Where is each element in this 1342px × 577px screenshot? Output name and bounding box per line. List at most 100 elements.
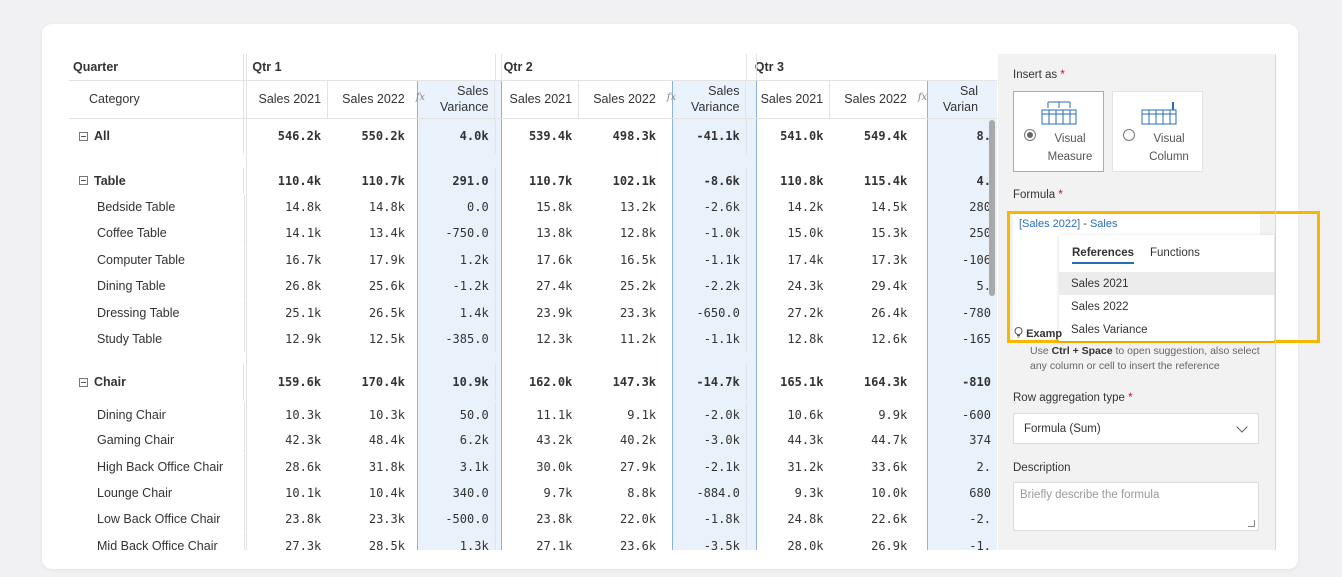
value-cell[interactable]: 26.9k	[830, 533, 914, 550]
value-cell[interactable]: 115.4k	[830, 168, 914, 193]
value-cell[interactable]: 44.7k	[830, 427, 914, 453]
value-cell[interactable]: 31.8k	[327, 454, 411, 480]
value-cell[interactable]: 17.6k	[495, 247, 579, 273]
col-header-sales-2022[interactable]: Sales 2022	[578, 80, 662, 118]
value-cell[interactable]: 29.4k	[830, 273, 914, 299]
variance-cell[interactable]: -1.1k	[662, 326, 746, 352]
col-header-sales-2022[interactable]: Sales 2022	[327, 80, 411, 118]
value-cell[interactable]: 14.8k	[244, 194, 328, 220]
suggestion-sales-2022[interactable]: Sales 2022	[1059, 295, 1274, 318]
value-cell[interactable]: 14.8k	[327, 194, 411, 220]
value-cell[interactable]: 16.5k	[578, 247, 662, 273]
row-category-cell[interactable]: Table	[69, 168, 243, 193]
value-cell[interactable]: 27.3k	[244, 533, 328, 550]
variance-cell[interactable]: -14.7k	[662, 364, 746, 400]
value-cell[interactable]: 26.5k	[327, 300, 411, 326]
value-cell[interactable]: 22.6k	[830, 506, 914, 532]
value-cell[interactable]: 110.4k	[243, 168, 327, 193]
variance-cell[interactable]: -165	[913, 326, 997, 352]
row-category-cell[interactable]: Dressing Table	[69, 300, 244, 326]
quarter-header-q3[interactable]: Qtr 3	[746, 54, 997, 80]
value-cell[interactable]: 10.3k	[327, 402, 411, 427]
variance-cell[interactable]: -2.	[913, 506, 997, 532]
variance-cell[interactable]: -1.	[913, 533, 997, 550]
value-cell[interactable]: 541.0k	[746, 118, 830, 154]
example-link[interactable]: Examp	[1014, 327, 1062, 340]
value-cell[interactable]: 9.9k	[830, 402, 914, 427]
col-header-sales-variance[interactable]: fx Sal Varian	[913, 80, 997, 118]
value-cell[interactable]: 164.3k	[830, 364, 914, 400]
variance-cell[interactable]: -3.0k	[662, 427, 746, 453]
option-visual-column[interactable]: Visual Column	[1112, 91, 1203, 172]
value-cell[interactable]: 11.1k	[495, 402, 579, 427]
variance-cell[interactable]: 1.2k	[411, 247, 495, 273]
value-cell[interactable]: 10.0k	[830, 480, 914, 506]
value-cell[interactable]: 23.8k	[495, 506, 579, 532]
variance-cell[interactable]: 6.2k	[411, 427, 495, 453]
row-category-cell[interactable]: Computer Table	[69, 247, 244, 273]
collapse-icon[interactable]	[79, 378, 88, 387]
value-cell[interactable]: 33.6k	[830, 454, 914, 480]
value-cell[interactable]: 28.6k	[244, 454, 328, 480]
variance-cell[interactable]: -3.5k	[662, 533, 746, 550]
value-cell[interactable]: 30.0k	[495, 454, 579, 480]
value-cell[interactable]: 27.1k	[495, 533, 579, 550]
resize-grip-icon[interactable]	[1248, 520, 1255, 527]
vertical-scrollbar-thumb[interactable]	[989, 120, 995, 296]
value-cell[interactable]: 13.8k	[495, 220, 579, 246]
value-cell[interactable]: 102.1k	[578, 168, 662, 193]
tab-references[interactable]: References	[1072, 247, 1134, 264]
variance-cell[interactable]: 2.	[913, 454, 997, 480]
quarter-header-q2[interactable]: Qtr 2	[495, 54, 746, 80]
value-cell[interactable]: 12.6k	[830, 326, 914, 352]
value-cell[interactable]: 11.2k	[578, 326, 662, 352]
value-cell[interactable]: 15.3k	[830, 220, 914, 246]
variance-cell[interactable]: 0.0	[411, 194, 495, 220]
variance-cell[interactable]: -41.1k	[662, 118, 746, 154]
variance-cell[interactable]: -500.0	[411, 506, 495, 532]
variance-cell[interactable]: 10.9k	[411, 364, 495, 400]
value-cell[interactable]: 147.3k	[578, 364, 662, 400]
value-cell[interactable]: 10.1k	[244, 480, 328, 506]
value-cell[interactable]: 12.8k	[746, 326, 830, 352]
value-cell[interactable]: 17.3k	[830, 247, 914, 273]
value-cell[interactable]: 110.7k	[495, 168, 579, 193]
value-cell[interactable]: 25.6k	[327, 273, 411, 299]
value-cell[interactable]: 44.3k	[746, 427, 830, 453]
value-cell[interactable]: 110.8k	[746, 168, 830, 193]
row-aggregation-select[interactable]: Formula (Sum)	[1013, 413, 1259, 444]
value-cell[interactable]: 13.2k	[578, 194, 662, 220]
variance-cell[interactable]: 4.0k	[411, 118, 495, 154]
value-cell[interactable]: 14.2k	[746, 194, 830, 220]
value-cell[interactable]: 549.4k	[830, 118, 914, 154]
row-category-cell[interactable]: Lounge Chair	[69, 480, 244, 506]
variance-cell[interactable]: -1.1k	[662, 247, 746, 273]
variance-cell[interactable]: -1.0k	[662, 220, 746, 246]
variance-cell[interactable]: 340.0	[411, 480, 495, 506]
variance-cell[interactable]: 250	[913, 220, 997, 246]
value-cell[interactable]: 23.9k	[495, 300, 579, 326]
row-category-cell[interactable]: Coffee Table	[69, 220, 244, 246]
row-category-cell[interactable]: Dining Chair	[69, 402, 244, 427]
value-cell[interactable]: 546.2k	[243, 118, 327, 154]
value-cell[interactable]: 25.2k	[578, 273, 662, 299]
value-cell[interactable]: 10.6k	[746, 402, 830, 427]
value-cell[interactable]: 25.1k	[244, 300, 328, 326]
suggestion-sales-2021[interactable]: Sales 2021	[1059, 272, 1274, 295]
value-cell[interactable]: 23.3k	[327, 506, 411, 532]
row-category-cell[interactable]: Chair	[69, 364, 243, 400]
value-cell[interactable]: 12.5k	[327, 326, 411, 352]
row-category-cell[interactable]: High Back Office Chair	[69, 454, 244, 480]
col-header-sales-2022[interactable]: Sales 2022	[829, 80, 913, 118]
variance-cell[interactable]: -650.0	[662, 300, 746, 326]
value-cell[interactable]: 23.8k	[244, 506, 328, 532]
value-cell[interactable]: 28.5k	[327, 533, 411, 550]
variance-cell[interactable]: 50.0	[411, 402, 495, 427]
value-cell[interactable]: 12.3k	[495, 326, 579, 352]
variance-cell[interactable]: -2.0k	[662, 402, 746, 427]
variance-cell[interactable]: 280	[913, 194, 997, 220]
row-category-cell[interactable]: Mid Back Office Chair	[69, 533, 244, 550]
value-cell[interactable]: 22.0k	[578, 506, 662, 532]
collapse-icon[interactable]	[79, 176, 88, 185]
value-cell[interactable]: 498.3k	[578, 118, 662, 154]
